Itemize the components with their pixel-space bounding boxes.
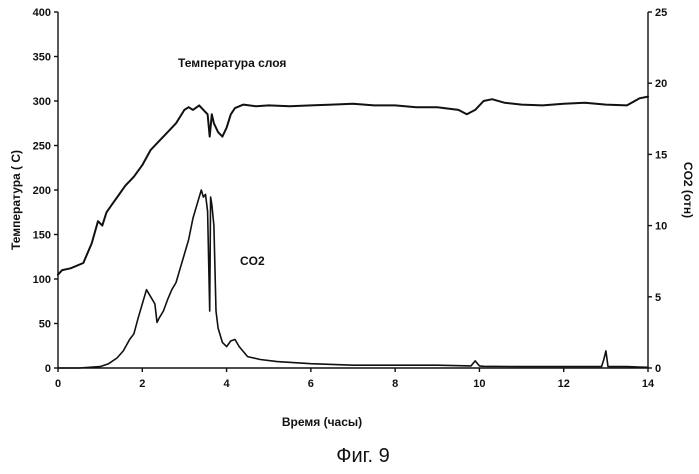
x-tick-label: 8 bbox=[392, 378, 398, 390]
y-left-tick-label: 0 bbox=[45, 363, 51, 375]
temperature-series-line bbox=[58, 97, 648, 275]
y-left-tick-label: 350 bbox=[33, 52, 51, 64]
y-right-tick-label: 0 bbox=[655, 363, 661, 375]
y-right-tick-label: 10 bbox=[655, 221, 667, 233]
co2-series-line bbox=[58, 190, 648, 368]
x-tick-label: 10 bbox=[473, 378, 485, 390]
y-left-tick-label: 300 bbox=[33, 96, 51, 108]
x-tick-label: 6 bbox=[308, 378, 314, 390]
y-left-tick-label: 250 bbox=[33, 141, 51, 153]
y-right-tick-label: 20 bbox=[655, 78, 667, 90]
x-tick-label: 2 bbox=[139, 378, 145, 390]
figure-caption: Фиг. 9 bbox=[336, 445, 389, 467]
y-left-tick-label: 200 bbox=[33, 185, 51, 197]
y-left-tick-label: 100 bbox=[33, 274, 51, 286]
co2-series-label: CO2 bbox=[240, 254, 265, 268]
chart-frame bbox=[58, 12, 648, 368]
x-tick-label: 4 bbox=[224, 378, 231, 390]
y-axis-right-title: CO2 (отн) bbox=[681, 162, 695, 218]
tick-labels: 0246810121405010015020025030035040005101… bbox=[33, 7, 668, 390]
y-left-tick-label: 150 bbox=[33, 230, 51, 242]
y-axis-left-title: Температура ( С) bbox=[9, 150, 23, 250]
x-tick-label: 0 bbox=[55, 378, 61, 390]
temperature-series-label: Температура слоя bbox=[178, 56, 286, 70]
x-tick-label: 12 bbox=[558, 378, 570, 390]
y-right-tick-label: 15 bbox=[655, 149, 667, 161]
series-lines bbox=[58, 97, 648, 368]
y-left-tick-label: 50 bbox=[39, 319, 51, 331]
y-left-tick-label: 400 bbox=[33, 7, 51, 19]
x-axis-title: Время (часы) bbox=[282, 415, 362, 429]
y-right-tick-label: 5 bbox=[655, 292, 661, 304]
y-right-tick-label: 25 bbox=[655, 7, 667, 19]
x-tick-label: 14 bbox=[642, 378, 655, 390]
